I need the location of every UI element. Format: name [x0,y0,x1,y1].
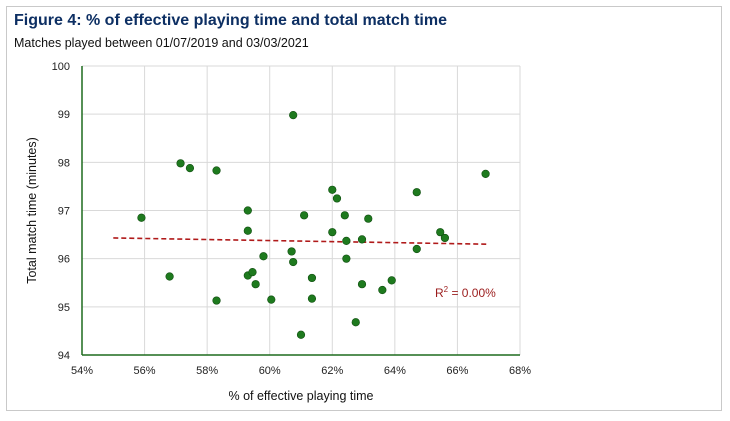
x-tick-label: 54% [71,365,93,377]
data-point [212,296,221,305]
data-point [287,247,296,256]
data-point [332,194,342,203]
data-point [357,235,367,244]
data-point [412,188,421,197]
data-point [481,169,490,178]
y-tick-label: 98 [58,157,70,169]
r-squared-prefix: R [435,286,444,300]
r-squared-value: = 0.00% [448,286,496,300]
y-tick-label: 95 [58,302,70,314]
r-squared-annotation: R2 = 0.00% [435,285,496,300]
data-point [342,236,351,245]
data-point [307,294,317,303]
x-tick-label: 68% [509,365,531,377]
chart-subtitle: Matches played between 01/07/2019 and 03… [14,36,309,50]
data-point [328,185,337,194]
x-tick-label: 64% [384,365,406,377]
y-axis-label: Total match time (minutes) [25,137,39,284]
data-point [357,280,367,289]
trendline [113,237,489,246]
trendline-group [113,237,489,246]
x-axis-label: % of effective playing time [229,389,374,403]
data-point [267,295,276,304]
y-tick-label: 96 [58,254,70,266]
axes [81,66,520,356]
x-tick-label: 62% [321,365,343,377]
x-tick-label: 60% [259,365,281,377]
y-tick-label: 94 [58,350,70,362]
data-point [387,276,396,285]
data-point [296,330,306,339]
data-point [251,280,260,289]
data-points [137,111,490,339]
data-point [248,268,257,277]
data-point [176,159,185,168]
y-tick-label: 97 [58,206,70,218]
grid-lines [81,65,521,356]
data-point [185,164,195,173]
data-point [137,213,146,222]
y-tick-label: 100 [52,61,70,73]
data-point [243,226,252,235]
data-point [289,111,298,120]
r-squared-superscript: 2 [444,285,449,294]
data-point [212,166,221,175]
data-point [436,228,445,237]
data-point [243,206,252,215]
x-tick-label: 58% [196,365,218,377]
data-point [364,214,373,223]
figure-frame [6,6,722,411]
chart-title: Figure 4: % of effective playing time an… [14,12,447,29]
data-point [328,228,337,237]
data-point [342,254,351,263]
y-tick-label: 99 [58,109,70,121]
data-point [351,318,360,327]
tick-labels: 54% 56% 58% 60% 62% 64% 66% 68% 94 95 96 97 98 99 100 [52,61,532,377]
data-point [259,252,268,261]
data-point [300,211,309,220]
data-point [378,285,387,295]
data-point [340,211,349,220]
data-point [289,257,298,267]
x-tick-label: 66% [446,365,468,377]
data-point [165,272,174,281]
x-tick-label: 56% [134,365,156,377]
data-point [440,233,450,243]
data-point [412,244,421,254]
data-point [307,273,317,283]
